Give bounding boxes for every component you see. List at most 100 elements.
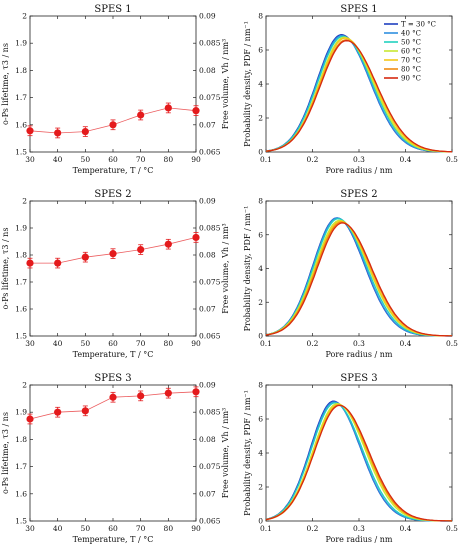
pdf-curve-2 <box>265 401 452 522</box>
y-tick-label: 4 <box>258 264 263 273</box>
x-tick-label: 0.5 <box>446 155 458 164</box>
data-point <box>54 259 62 267</box>
y-tick-label: 1.9 <box>15 39 27 48</box>
y-right-tick-label: 0.07 <box>199 120 216 129</box>
x-tick-label: 0.5 <box>446 339 458 348</box>
y-tick-label: 1.5 <box>15 148 27 157</box>
y-tick-label: 0 <box>258 148 263 157</box>
x-tick-label: 0.1 <box>260 155 272 164</box>
y-tick-label: 1.5 <box>15 332 27 341</box>
y-tick-label: 6 <box>258 415 263 424</box>
y-tick-label: 2 <box>258 114 263 123</box>
y-right-tick-label: 0.075 <box>199 278 221 287</box>
x-tick-label: 0.4 <box>400 155 412 164</box>
y-right-tick-label: 0.08 <box>199 251 216 260</box>
y-tick-label: 2 <box>22 197 27 206</box>
x-tick-label: 50 <box>81 339 91 348</box>
y-right-tick-label: 0.065 <box>199 517 221 526</box>
x-tick-label: 0.3 <box>353 524 365 533</box>
data-point <box>164 104 172 112</box>
x-tick-label: 0.1 <box>260 339 272 348</box>
chart-title: SPES 3 <box>340 373 377 384</box>
y-right-axis-label: Free volume, Vh / nm³ <box>221 223 230 314</box>
data-point <box>26 259 34 267</box>
data-point <box>192 107 200 115</box>
y-tick-label: 1.7 <box>15 93 27 102</box>
legend-label: 80 °C <box>401 66 421 74</box>
x-axis-label: Pore radius / nm <box>325 350 392 359</box>
x-tick-label: 70 <box>136 155 146 164</box>
chart-title: SPES 1 <box>94 4 131 15</box>
y-tick-label: 4 <box>258 80 263 89</box>
y-axis-label: o-Ps lifetime, τ3 / ns <box>1 228 10 310</box>
y-right-tick-label: 0.085 <box>199 224 221 233</box>
x-axis-label: Temperature, T / °C <box>73 166 154 175</box>
chart-title: SPES 3 <box>94 373 131 384</box>
x-tick-label: 50 <box>81 155 91 164</box>
y-tick-label: 1.8 <box>15 66 27 75</box>
x-axis-label: Temperature, T / °C <box>73 350 154 359</box>
y-tick-label: 0 <box>258 517 263 526</box>
y-right-tick-label: 0.07 <box>199 489 216 498</box>
pdf-curve-4 <box>265 403 452 522</box>
x-tick-label: 0.2 <box>307 339 319 348</box>
pdf-curve-5 <box>265 403 453 522</box>
y-right-tick-label: 0.065 <box>199 332 221 341</box>
x-tick-label: 60 <box>108 339 118 348</box>
x-tick-label: 0.2 <box>307 155 319 164</box>
x-axis-label: Temperature, T / °C <box>73 535 154 544</box>
y-right-tick-label: 0.09 <box>199 381 216 390</box>
y-tick-label: 6 <box>258 46 263 55</box>
pdf-curve-6 <box>265 404 453 522</box>
data-point <box>137 246 145 254</box>
data-point <box>109 393 117 401</box>
data-point <box>137 111 145 119</box>
y-tick-label: 1.9 <box>15 408 27 417</box>
legend-label: 40 °C <box>401 30 421 38</box>
y-axis-label: o-Ps lifetime, τ3 / ns <box>1 412 10 494</box>
x-tick-label: 60 <box>108 155 118 164</box>
y-tick-label: 4 <box>258 449 263 458</box>
x-tick-label: 0.2 <box>307 524 319 533</box>
y-tick-label: 1.5 <box>15 517 27 526</box>
data-point <box>164 389 172 397</box>
pdf-curve-1 <box>265 400 452 522</box>
x-tick-label: 0.4 <box>400 339 412 348</box>
legend-label: 50 °C <box>401 39 421 47</box>
x-tick-label: 90 <box>191 524 201 533</box>
y-tick-label: 8 <box>258 12 263 21</box>
pdf-curve-7 <box>265 404 452 522</box>
y-tick-label: 2 <box>22 12 27 21</box>
x-tick-label: 30 <box>25 524 35 533</box>
y-axis-label: Probability density, PDF / nm⁻¹ <box>243 206 252 332</box>
y-tick-label: 1.6 <box>15 305 27 314</box>
y-tick-label: 1.6 <box>15 489 27 498</box>
y-right-tick-label: 0.075 <box>199 93 221 102</box>
y-axis-label: Probability density, PDF / nm⁻¹ <box>243 390 252 516</box>
x-tick-label: 40 <box>53 339 63 348</box>
y-tick-label: 2 <box>258 483 263 492</box>
pdf-curve-3 <box>265 402 452 522</box>
x-tick-label: 40 <box>53 155 63 164</box>
data-point <box>54 408 62 416</box>
y-tick-label: 1.7 <box>15 462 27 471</box>
x-axis-label: Pore radius / nm <box>325 166 392 175</box>
data-point <box>81 128 89 136</box>
y-tick-label: 1.9 <box>15 224 27 233</box>
y-tick-label: 1.6 <box>15 120 27 129</box>
legend-label: T = 30 °C <box>401 21 436 29</box>
y-axis-label: o-Ps lifetime, τ3 / ns <box>1 43 10 125</box>
pdf-curve-3 <box>265 35 452 153</box>
data-point <box>26 127 34 135</box>
x-tick-label: 0.5 <box>446 524 458 533</box>
y-right-tick-label: 0.08 <box>199 66 216 75</box>
x-tick-label: 80 <box>164 524 174 533</box>
plot-frame <box>29 384 197 522</box>
data-point <box>81 253 89 261</box>
legend-label: 70 °C <box>401 57 421 65</box>
x-tick-label: 0.3 <box>353 155 365 164</box>
y-tick-label: 0 <box>258 332 263 341</box>
y-tick-label: 2 <box>22 381 27 390</box>
pdf-curve-7 <box>265 222 452 337</box>
y-tick-label: 8 <box>258 197 263 206</box>
